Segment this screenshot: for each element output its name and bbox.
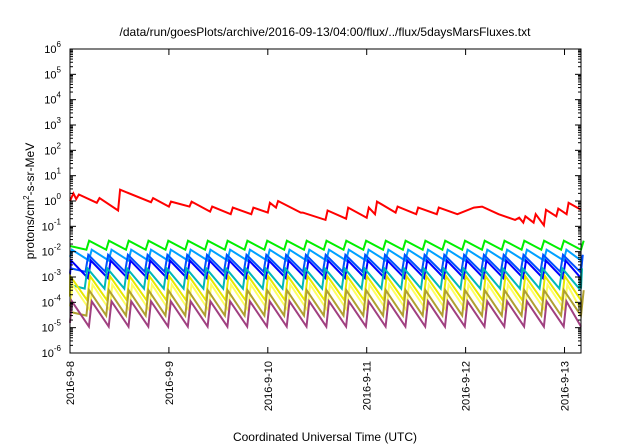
y-axis-label-rest: -s-sr-MeV [23, 143, 37, 196]
y-axis-label-base: protons/cm [23, 200, 37, 259]
x-tick-label: 2016-9-8 [65, 361, 77, 405]
y-tick-label: 10-4 [42, 293, 62, 309]
y-tick-label: 105 [44, 65, 61, 81]
y-tick-label: 103 [44, 116, 61, 132]
y-tick-label: 106 [44, 40, 61, 56]
series-layer [69, 188, 585, 330]
y-axis-label: protons/cm2-s-sr-MeV [22, 143, 37, 259]
series-line [69, 252, 584, 274]
series-line [69, 298, 582, 330]
series-line [69, 287, 585, 319]
x-axis-label: Coordinated Universal Time (UTC) [233, 430, 417, 444]
x-tick-label: 2016-9-10 [263, 361, 275, 411]
y-tick-label: 10-3 [42, 268, 62, 284]
series-line [69, 248, 582, 263]
y-tick-label: 10-1 [42, 217, 62, 233]
x-tick-label: 2016-9-13 [560, 361, 572, 411]
series-line [69, 188, 582, 228]
x-axis-ticks: 2016-9-8 2016-9-9 2016-9-10 2016-9-11 2016-9… [65, 49, 572, 411]
y-axis-ticks: 10-6 10-5 10-4 10-3 10-2 10-1 100 101 102 103 104 1… [42, 40, 581, 360]
y-tick-label: 10-5 [42, 319, 62, 335]
series-line [69, 265, 583, 291]
y-axis-label-sup: 2 [22, 195, 31, 200]
x-tick-label: 2016-9-12 [461, 361, 473, 411]
y-tick-label: 102 [44, 141, 61, 157]
chart-title: /data/run/goesPlots/archive/2016-09-13/0… [120, 25, 532, 39]
y-tick-label: 101 [44, 167, 61, 183]
y-tick-label: 104 [44, 91, 61, 107]
x-tick-label: 2016-9-9 [164, 361, 176, 405]
y-tick-label: 10-2 [42, 243, 62, 259]
x-tick-label: 2016-9-11 [362, 361, 374, 410]
series-line [69, 239, 585, 252]
y-tick-label: 100 [44, 192, 61, 208]
y-tick-label: 10-6 [42, 344, 62, 360]
series-line [69, 258, 582, 281]
